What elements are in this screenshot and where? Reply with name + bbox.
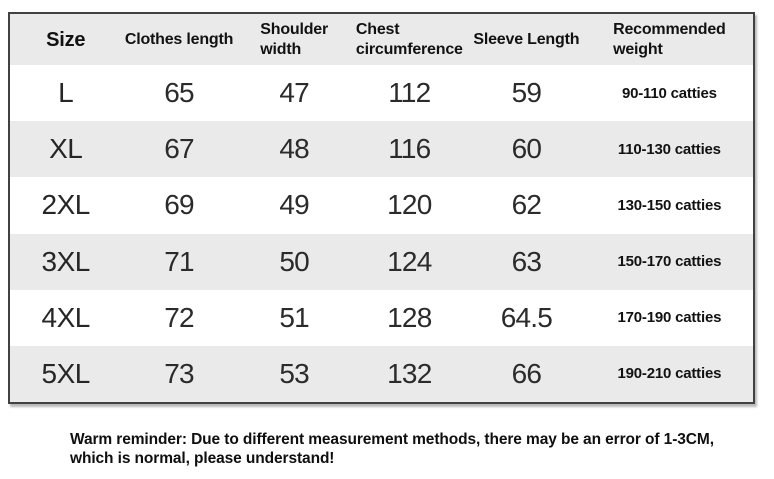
clothes-length-cell: 65: [164, 77, 194, 109]
chest-circumference-cell: 116: [388, 133, 431, 165]
chest-circumference-cell: 120: [387, 189, 432, 221]
clothes-length-cell: 73: [164, 357, 194, 389]
header-clothes-length-label: Clothes length: [124, 30, 234, 48]
header-size-label: Size: [46, 28, 86, 51]
header-shoulder-width: Shoulder width: [237, 14, 352, 65]
table-row: 2XL 69 49 120 62 130-150 catties: [10, 177, 753, 233]
size-cell: 5XL: [41, 357, 91, 389]
table-row: XL 67 48 116 60 110-130 catties: [10, 121, 753, 178]
sleeve-length-cell: 59: [511, 77, 542, 109]
recommended-weight-cell: 170-190 catties: [617, 309, 722, 327]
header-chest-circumference-label: Chest circumference: [355, 21, 463, 58]
shoulder-width-cell: 50: [279, 245, 309, 277]
shoulder-width-cell: 53: [279, 357, 309, 389]
shoulder-width-cell: 47: [279, 77, 309, 109]
recommended-weight-cell: 90-110 catties: [621, 84, 717, 102]
clothes-length-cell: 72: [164, 301, 194, 333]
table-row: 4XL 72 51 128 64.5 170-190 catties: [10, 290, 753, 346]
sleeve-length-cell: 62: [511, 189, 542, 221]
header-chest-circumference: Chest circumference: [352, 14, 467, 65]
warm-reminder: Warm reminder: Due to different measurem…: [70, 431, 714, 468]
size-cell: 2XL: [41, 189, 91, 221]
clothes-length-cell: 67: [164, 133, 194, 165]
sleeve-length-cell: 64.5: [500, 301, 553, 333]
header-clothes-length: Clothes length: [121, 14, 236, 65]
warm-reminder-line2: which is normal, please understand!: [70, 449, 335, 467]
clothes-length-cell: 69: [164, 189, 194, 221]
recommended-weight-cell: 130-150 catties: [617, 196, 722, 214]
table-row: 5XL 73 53 132 66 190-210 catties: [10, 345, 753, 403]
recommended-weight-cell: 150-170 catties: [617, 253, 722, 271]
chest-circumference-cell: 132: [387, 357, 432, 389]
table-header-row: Size Clothes length Shoulder width Chest…: [10, 14, 753, 65]
warm-reminder-line1: Warm reminder: Due to different measurem…: [70, 431, 714, 448]
size-cell: 3XL: [41, 245, 91, 277]
chest-circumference-cell: 112: [388, 77, 431, 109]
size-cell: L: [58, 77, 74, 109]
size-cell: 4XL: [41, 301, 91, 333]
chest-circumference-cell: 124: [387, 245, 432, 277]
header-recommended-weight: Recommended weight: [586, 14, 753, 65]
chest-circumference-cell: 128: [387, 301, 432, 333]
clothes-length-cell: 71: [164, 245, 194, 277]
table-row: L 65 47 112 59 90-110 catties: [10, 65, 753, 121]
size-cell: XL: [49, 133, 83, 165]
shoulder-width-cell: 48: [279, 133, 309, 165]
shoulder-width-cell: 49: [279, 189, 309, 221]
shoulder-width-cell: 51: [279, 301, 309, 333]
header-recommended-weight-label: Recommended weight: [613, 21, 726, 58]
sleeve-length-cell: 60: [511, 133, 542, 165]
recommended-weight-cell: 110-130 catties: [617, 140, 721, 158]
sleeve-length-cell: 63: [511, 245, 542, 277]
header-shoulder-width-label: Shoulder width: [260, 21, 329, 58]
header-sleeve-length-label: Sleeve Length: [473, 30, 580, 48]
header-sleeve-length: Sleeve Length: [467, 14, 586, 65]
recommended-weight-cell: 190-210 catties: [617, 365, 722, 383]
sleeve-length-cell: 66: [511, 357, 542, 389]
header-size: Size: [10, 14, 121, 65]
table-row: 3XL 71 50 124 63 150-170 catties: [10, 233, 753, 290]
size-chart-table: Size Clothes length Shoulder width Chest…: [8, 12, 755, 404]
